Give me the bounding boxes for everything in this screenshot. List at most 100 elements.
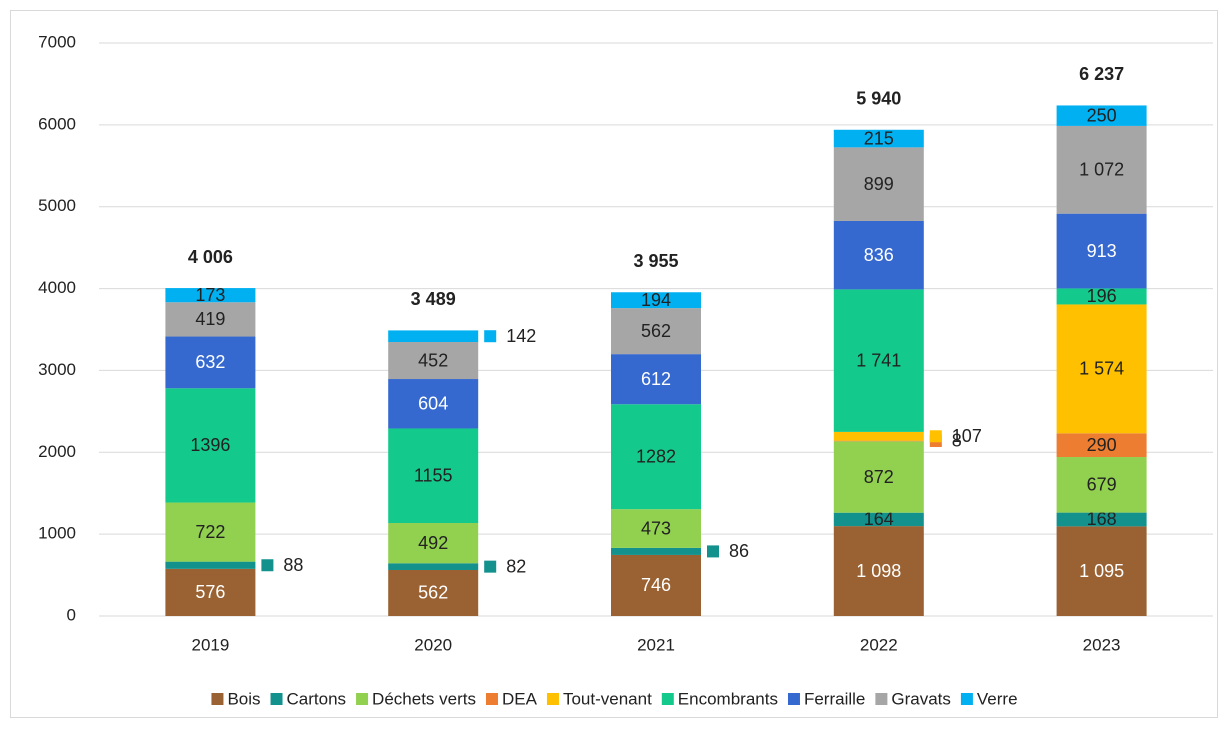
legend-label: Encombrants [678,689,778,708]
data-label: 492 [418,533,448,553]
bar-segment [388,428,479,524]
data-label: 142 [506,326,536,346]
data-label: 562 [418,583,448,603]
bar-segment [833,289,924,432]
data-label: 194 [641,290,671,310]
data-label: 1282 [636,446,676,466]
legend-swatch [875,693,888,705]
label-marker [484,330,497,343]
data-label: 1 741 [856,350,901,370]
bar-segment [165,568,256,616]
bar-segment [1056,105,1147,126]
total-label: 3 955 [633,251,678,271]
y-tick-label: 7000 [38,32,76,51]
legend-swatch [960,693,973,705]
y-tick-label: 4000 [38,278,76,297]
data-label: 1 574 [1079,359,1124,379]
bar-segment [833,147,924,221]
chart-border [10,10,1218,718]
bar-segment [611,509,701,548]
legend-label: Tout-venant [563,689,652,708]
label-marker [261,559,274,572]
data-label: 107 [952,426,982,446]
bar-segment [611,308,701,355]
x-tick-label: 2023 [1083,635,1121,654]
data-label: 1 098 [856,561,901,581]
legend-swatch [356,693,369,705]
legend-swatch [485,693,498,705]
bar-segment [165,502,256,562]
data-label: 452 [418,350,448,370]
total-label: 5 940 [856,89,901,109]
bar-segment [1056,457,1147,513]
y-tick-label: 6000 [38,114,76,133]
legend-label: Bois [227,689,260,708]
bar-segment [165,302,256,337]
x-tick-label: 2021 [637,635,675,654]
bar-segment [388,569,479,616]
bar-segment [833,220,924,290]
data-label: 913 [1087,241,1117,261]
x-tick-label: 2022 [860,635,898,654]
bar-segment [1056,125,1147,214]
legend-label: Ferraille [804,689,865,708]
data-label: 872 [864,467,894,487]
data-label: 88 [283,555,303,575]
data-label: 173 [195,285,225,305]
data-label: 1396 [190,435,230,455]
legend-swatch [787,693,800,705]
bar-segment [388,379,479,429]
label-marker [929,430,942,443]
y-tick-label: 2000 [38,442,76,461]
legend-swatch [546,693,559,705]
bar-segment [165,561,256,569]
bar-segment [833,431,924,441]
data-label: 419 [195,309,225,329]
y-tick-label: 0 [67,605,76,624]
bar-segment [833,512,924,527]
data-label: 562 [641,321,671,341]
total-label: 6 237 [1079,64,1124,84]
legend-label: Cartons [287,689,347,708]
legend-label: Verre [977,689,1018,708]
legend-swatch [661,693,674,705]
bar-segment [1056,304,1147,434]
y-tick-label: 5000 [38,196,76,215]
bar-segment [833,441,924,513]
bar-segment [611,547,701,555]
bar-segment [388,563,479,570]
data-label: 722 [195,522,225,542]
bar-segment [1056,213,1147,289]
label-marker [484,560,497,573]
legend-swatch [270,693,283,705]
data-label: 473 [641,518,671,538]
x-tick-label: 2020 [414,635,452,654]
legend-swatch [211,693,224,705]
data-label: 290 [1087,435,1117,455]
data-label: 164 [864,509,894,529]
bar-segment [165,388,256,503]
data-label: 1 072 [1079,160,1124,180]
data-label: 632 [195,352,225,372]
data-label: 604 [418,393,448,413]
data-label: 250 [1087,105,1117,125]
data-label: 8 [952,431,962,451]
bar-segment [833,129,924,148]
data-label: 1 095 [1079,561,1124,581]
y-tick-label: 3000 [38,360,76,379]
bar-segment [1056,512,1147,527]
data-label: 1155 [414,465,453,485]
data-label: 196 [1087,286,1117,306]
data-label: 86 [729,541,749,561]
data-label: 612 [641,369,671,389]
legend-label: Déchets verts [372,689,476,708]
total-label: 3 489 [411,289,456,309]
bar-segment [388,523,479,564]
data-label: 215 [864,128,894,148]
data-label: 899 [864,174,894,194]
bar-segment [165,336,256,389]
total-label: 4 006 [188,247,233,267]
bar-segment [388,342,479,380]
bar-segment [833,526,924,616]
